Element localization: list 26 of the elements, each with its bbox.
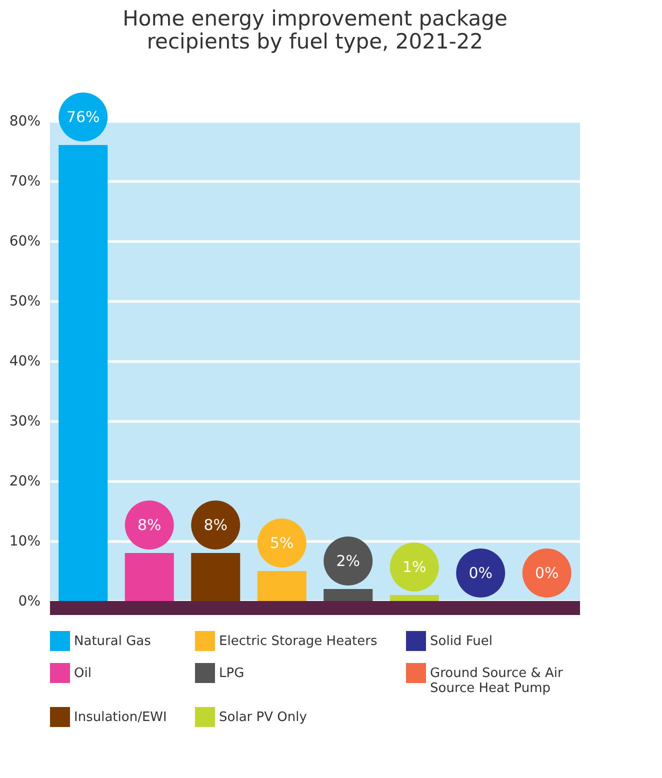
data-label: 0% (534, 564, 559, 582)
data-label: 8% (204, 516, 228, 534)
data-label: 76% (66, 108, 100, 126)
legend-label: Solar PV Only (219, 710, 308, 725)
y-tick-label: 80% (9, 114, 40, 130)
legend-label: Insulation/EWI (74, 710, 167, 725)
legend-label: LPG (219, 666, 244, 681)
legend-label: Electric Storage Heaters (219, 634, 378, 649)
data-label: 8% (137, 516, 162, 534)
data-label: 2% (336, 552, 360, 570)
y-tick-label: 20% (9, 474, 40, 490)
legend-label: Ground Source & Air Source Heat Pump (430, 666, 564, 696)
y-tick-label: 70% (9, 174, 40, 190)
legend-label: Natural Gas (74, 634, 152, 649)
data-label: 5% (270, 534, 294, 552)
y-tick-label: 10% (9, 534, 40, 550)
y-tick-label: 60% (9, 234, 40, 250)
chart-title: Home energy improvement package recipients by fuel type, 2021-22 (122, 6, 508, 54)
y-tick-label: 50% (9, 294, 40, 310)
y-tick-label: 30% (9, 414, 40, 430)
legend-label: Oil (74, 666, 92, 681)
data-label: 0% (468, 564, 493, 582)
data-label: 1% (402, 558, 426, 576)
y-tick-label: 0% (18, 594, 40, 610)
legend-label: Solid Fuel (430, 634, 492, 649)
y-tick-label: 40% (9, 354, 40, 370)
